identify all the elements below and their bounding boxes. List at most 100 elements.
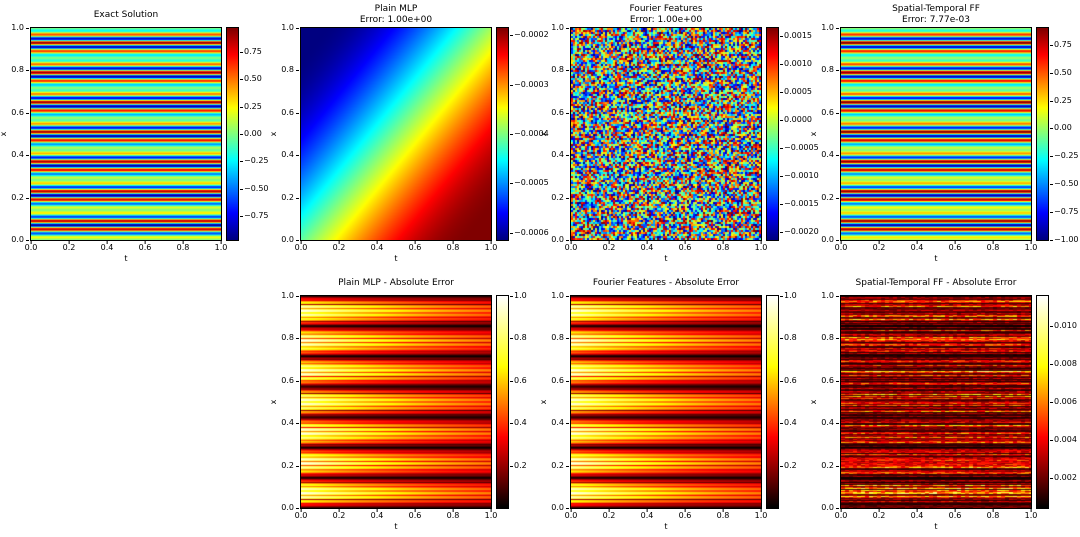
- colorbar-ticks: 0.75 0.50 0.25 0.00 −0.25 −0.50 −0.75 −1.00: [1050, 27, 1080, 244]
- colorbar: 0.75 0.50 0.25 0.00 −0.25 −0.50 −0.75 −1.00: [1036, 27, 1080, 244]
- y-axis-label: x: [538, 399, 548, 405]
- x-tick-label: 0.0: [294, 241, 308, 252]
- colorbar-tick-label: −0.0010: [780, 170, 819, 180]
- x-tick-label: 0.4: [910, 509, 924, 520]
- plot-title: Spatial-Temporal FF - Absolute Error: [855, 277, 1017, 288]
- y-tick-label: 0.4: [551, 418, 569, 428]
- colorbar-tick-label: 0.0015: [780, 31, 812, 41]
- empty-cell: [0, 271, 270, 537]
- colorbar-tick-label: 0.8: [780, 333, 797, 343]
- y-tick-label: 0.8: [11, 65, 29, 75]
- heatmap-canvas: [840, 295, 1032, 509]
- x-axis-ticks: 0.0 0.2 0.4 0.6 0.8 1.0: [295, 241, 497, 253]
- colorbar-tick-label: −0.0020: [780, 226, 819, 236]
- x-tick-label: 0.4: [370, 241, 384, 252]
- y-axis-ticks: 0.0 0.2 0.4 0.6 0.8 1.0: [820, 23, 840, 244]
- colorbar-gradient: [496, 295, 509, 509]
- y-tick-label: 0.0: [821, 503, 839, 512]
- x-tick-label: 0.2: [602, 241, 616, 252]
- colorbar-gradient: [1036, 295, 1049, 509]
- y-tick-label: 0.0: [281, 503, 299, 512]
- colorbar-tick-label: 0.50: [1050, 67, 1072, 77]
- heatmap-canvas: [840, 27, 1032, 241]
- y-tick-label: 0.6: [281, 107, 299, 117]
- x-axis-label: t: [664, 522, 668, 531]
- y-axis-ticks: 0.0 0.2 0.4 0.6 0.8 1.0: [280, 292, 300, 512]
- colorbar-tick-label: 0.00: [1050, 123, 1072, 133]
- colorbar-ticks: 0.75 0.50 0.25 0.00 −0.25 −0.50 −0.75: [240, 27, 272, 241]
- y-tick-label: 0.8: [281, 333, 299, 343]
- y-tick-label: 0.8: [821, 333, 839, 343]
- x-tick-label: 0.2: [872, 509, 886, 520]
- colorbar-tick-label: 0.6: [780, 375, 797, 385]
- colorbar-tick-label: 0.75: [1050, 39, 1072, 49]
- y-tick-label: 0.4: [551, 150, 569, 160]
- heatmap-canvas: [300, 27, 492, 241]
- y-tick-label: 1.0: [281, 23, 299, 32]
- x-tick-label: 0.6: [138, 241, 152, 252]
- heatmap-canvas: [570, 295, 762, 509]
- heatmap-canvas: [300, 295, 492, 509]
- colorbar-tick-label: −0.25: [240, 156, 269, 166]
- colorbar-tick-label: −0.0004: [510, 129, 549, 138]
- x-tick-label: 1.0: [754, 241, 768, 252]
- x-axis-label: t: [124, 254, 128, 263]
- x-tick-label: 0.6: [408, 509, 422, 520]
- x-tick-label: 0.4: [640, 241, 654, 252]
- colorbar-gradient: [226, 27, 239, 241]
- colorbar-tick-label: 0.75: [240, 47, 262, 57]
- y-axis-label: x: [538, 131, 548, 137]
- plot-subtitle: Error: 7.77e-03: [902, 15, 970, 25]
- x-tick-label: 0.6: [408, 241, 422, 252]
- heatmap-canvas: [30, 27, 222, 241]
- colorbar-tick-label: 0.25: [1050, 95, 1072, 105]
- y-tick-label: 0.6: [11, 107, 29, 117]
- y-tick-label: 0.0: [11, 235, 29, 244]
- colorbar-tick-label: 0.002: [1050, 472, 1077, 482]
- plot-subtitle: Error: 1.00e+00: [359, 15, 433, 25]
- x-tick-label: 0.8: [446, 509, 460, 520]
- colorbar-tick-label: −0.0002: [510, 30, 549, 40]
- x-axis-label: t: [394, 522, 398, 531]
- subplot-spatial-temporal-ff-abs-error: Spatial-Temporal FF - Absolute Error x 0…: [809, 271, 1080, 537]
- y-tick-label: 1.0: [11, 23, 29, 32]
- subplot-fourier-features-abs-error: Fourier Features - Absolute Error x 0.0 0…: [538, 271, 812, 537]
- y-tick-label: 1.0: [551, 291, 569, 300]
- y-tick-label: 1.0: [821, 23, 839, 32]
- x-tick-label: 0.2: [332, 241, 346, 252]
- colorbar: −0.0002 −0.0003 −0.0004 −0.0005 −0.0006: [496, 27, 549, 241]
- colorbar: 0.0015 0.0010 0.0005 0.0000 −0.0005 −0.0010 −0…: [766, 27, 819, 241]
- colorbar: 1.0 0.8 0.6 0.4 0.2: [766, 292, 812, 509]
- x-tick-label: 0.6: [948, 241, 962, 252]
- colorbar-tick-label: 0.0010: [780, 59, 812, 69]
- x-tick-label: 0.4: [640, 509, 654, 520]
- colorbar-tick-label: 0.004: [1050, 434, 1077, 444]
- x-tick-label: 0.8: [716, 241, 730, 252]
- subplot-plain-mlp: Plain MLP Error: 1.00e+00 x 0.0 0.2 0.4 0.6…: [269, 3, 549, 271]
- y-tick-label: 0.4: [821, 418, 839, 428]
- x-axis-ticks: 0.0 0.2 0.4 0.6 0.8 1.0: [565, 509, 767, 521]
- y-tick-label: 0.4: [11, 150, 29, 160]
- colorbar-gradient: [1036, 27, 1049, 241]
- colorbar-tick-label: −0.0005: [510, 178, 549, 188]
- x-tick-label: 1.0: [484, 241, 498, 252]
- x-tick-label: 0.8: [446, 241, 460, 252]
- x-axis-ticks: 0.0 0.2 0.4 0.6 0.8 1.0: [295, 509, 497, 521]
- subplot-fourier-features: Fourier Features Error: 1.00e+00 x 0.0 0.…: [538, 3, 819, 271]
- x-tick-label: 0.8: [986, 509, 1000, 520]
- colorbar-tick-label: 0.010: [1050, 321, 1077, 331]
- y-tick-label: 0.2: [821, 460, 839, 470]
- colorbar-tick-label: −0.25: [1050, 151, 1079, 161]
- y-tick-label: 0.8: [551, 333, 569, 343]
- x-axis-ticks: 0.0 0.2 0.4 0.6 0.8 1.0: [835, 241, 1037, 253]
- y-tick-label: 1.0: [551, 23, 569, 32]
- colorbar-tick-label: −0.50: [240, 183, 269, 193]
- colorbar-tick-label: 0.0005: [780, 87, 812, 97]
- colorbar-gradient: [766, 295, 779, 509]
- y-tick-label: 0.8: [821, 65, 839, 75]
- y-tick-label: 0.2: [551, 192, 569, 202]
- x-tick-label: 0.0: [834, 241, 848, 252]
- colorbar-tick-label: 0.00: [240, 129, 262, 138]
- y-tick-label: 0.0: [551, 503, 569, 512]
